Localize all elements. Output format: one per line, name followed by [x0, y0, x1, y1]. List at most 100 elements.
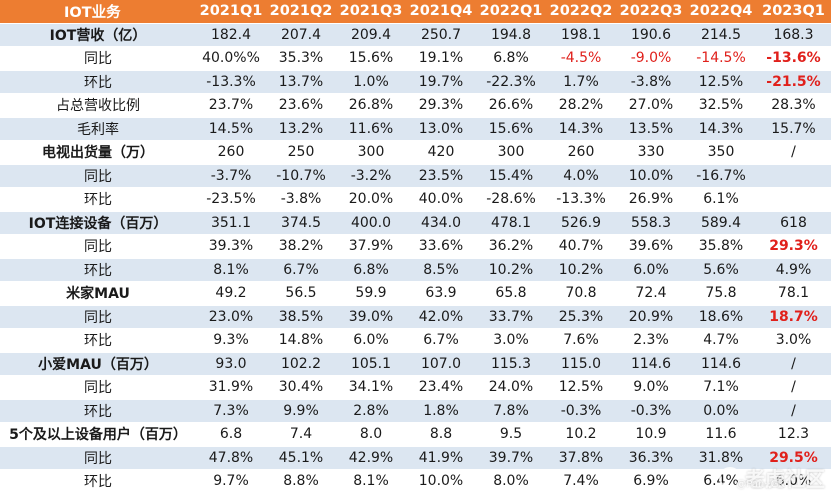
value-cell: 105.1 — [336, 352, 406, 376]
value-cell: 6.8% — [336, 258, 406, 282]
row-label: 毛利率 — [0, 117, 196, 141]
row-label: 同比 — [0, 375, 196, 400]
value-cell: 40.7% — [546, 234, 616, 259]
value-cell: 1.7% — [546, 70, 616, 94]
value-cell: 0.0% — [686, 399, 756, 423]
value-cell: 115.3 — [476, 352, 546, 376]
value-cell: 190.6 — [616, 23, 686, 47]
value-cell: 13.0% — [406, 117, 476, 141]
value-cell: 59.9 — [336, 281, 406, 306]
value-cell: 6.0% — [756, 469, 831, 494]
value-cell: 6.8% — [476, 46, 546, 71]
value-cell: 7.4% — [546, 469, 616, 494]
value-cell: 115.0 — [546, 352, 616, 376]
value-cell — [756, 164, 831, 188]
value-cell: 33.6% — [406, 234, 476, 259]
value-cell: 56.5 — [266, 281, 336, 306]
value-cell: 618 — [756, 211, 831, 235]
value-cell: 6.1% — [686, 187, 756, 212]
value-cell: 27.0% — [616, 93, 686, 118]
value-cell: 39.6% — [616, 234, 686, 259]
value-cell: 47.8% — [196, 446, 266, 470]
row-label: 小爱MAU（百万） — [0, 352, 196, 376]
value-cell: 14.3% — [546, 117, 616, 141]
value-cell: 36.3% — [616, 446, 686, 470]
value-cell: 23.4% — [406, 375, 476, 400]
value-cell: -22.3% — [476, 70, 546, 94]
value-cell: 32.5% — [686, 93, 756, 118]
value-cell: 351.1 — [196, 211, 266, 235]
value-cell: 2.8% — [336, 399, 406, 423]
header-cell-quarter: 2021Q4 — [406, 0, 476, 24]
value-cell: 8.8 — [406, 422, 476, 447]
value-cell: 38.2% — [266, 234, 336, 259]
header-cell-quarter: 2021Q2 — [266, 0, 336, 24]
value-cell: -13.3% — [546, 187, 616, 212]
value-cell: 10.9 — [616, 422, 686, 447]
value-cell: 4.0% — [546, 164, 616, 188]
metric-row: 米家MAU 49.2 56.5 59.9 63.9 65.8 70.8 72.4 75.8 78.… — [0, 281, 831, 306]
value-cell: 8.8% — [266, 469, 336, 494]
sub-metric-row: 毛利率 14.5% 13.2% 11.6% 13.0% 15.6% 14.3% 13.5% 14… — [0, 117, 831, 141]
sub-metric-row: 同比 23.0% 38.5% 39.0% 42.0% 33.7% 25.3% 20.9% 18.… — [0, 305, 831, 329]
value-cell: 29.5% — [756, 446, 831, 470]
value-cell: -13.6% — [756, 46, 831, 71]
table-body: IOT营收（亿） 182.4 207.4 209.4 250.7 194.8 198.1 19… — [0, 23, 831, 494]
value-cell: 28.3% — [756, 93, 831, 118]
row-label: 电视出货量（万） — [0, 140, 196, 165]
value-cell: 526.9 — [546, 211, 616, 235]
value-cell: -13.3% — [196, 70, 266, 94]
value-cell: 8.0% — [476, 469, 546, 494]
value-cell: -9.0% — [616, 46, 686, 71]
value-cell: 194.8 — [476, 23, 546, 47]
value-cell: 18.7% — [756, 305, 831, 329]
value-cell: 23.7% — [196, 93, 266, 118]
value-cell: 6.8 — [196, 422, 266, 447]
value-cell: 13.7% — [266, 70, 336, 94]
row-label: 环比 — [0, 70, 196, 94]
value-cell: -14.5% — [686, 46, 756, 71]
value-cell: 11.6% — [336, 117, 406, 141]
row-label: 同比 — [0, 234, 196, 259]
row-label: 同比 — [0, 164, 196, 188]
sub-metric-row: 环比 9.7% 8.8% 8.1% 10.0% 8.0% 7.4% 6.9% 6.4% 6.0% — [0, 469, 831, 494]
value-cell: 20.9% — [616, 305, 686, 329]
sub-metric-row: 占总营收比例 23.7% 23.6% 26.8% 29.3% 26.6% 28.2% 27.0… — [0, 93, 831, 118]
value-cell: 6.7% — [266, 258, 336, 282]
row-label: 占总营收比例 — [0, 93, 196, 118]
value-cell: 40.0% — [406, 187, 476, 212]
value-cell: -23.5% — [196, 187, 266, 212]
value-cell: 35.3% — [266, 46, 336, 71]
value-cell: 39.3% — [196, 234, 266, 259]
value-cell: 39.7% — [476, 446, 546, 470]
metric-row: 小爱MAU（百万） 93.0 102.2 105.1 107.0 115.3 115.0 11… — [0, 352, 831, 376]
value-cell: -0.3% — [546, 399, 616, 423]
sub-metric-row: 环比 -23.5% -3.8% 20.0% 40.0% -28.6% -13.3% 26.9%… — [0, 187, 831, 212]
value-cell: 6.0% — [336, 328, 406, 353]
header-cell-quarter: 2022Q4 — [686, 0, 756, 24]
value-cell: 12.5% — [686, 70, 756, 94]
value-cell: 209.4 — [336, 23, 406, 47]
value-cell: -21.5% — [756, 70, 831, 94]
header-cell-quarter: 2023Q1 — [756, 0, 831, 24]
value-cell: 260 — [196, 140, 266, 165]
value-cell: 9.5 — [476, 422, 546, 447]
value-cell: -0.3% — [616, 399, 686, 423]
value-cell: -3.8% — [616, 70, 686, 94]
value-cell: 24.0% — [476, 375, 546, 400]
value-cell: 72.4 — [616, 281, 686, 306]
value-cell: 75.8 — [686, 281, 756, 306]
value-cell: 3.0% — [756, 328, 831, 353]
value-cell: 33.7% — [476, 305, 546, 329]
value-cell: 168.3 — [756, 23, 831, 47]
value-cell: 7.1% — [686, 375, 756, 400]
value-cell: -16.7% — [686, 164, 756, 188]
row-label: 环比 — [0, 258, 196, 282]
value-cell: 4.7% — [686, 328, 756, 353]
value-cell: 31.9% — [196, 375, 266, 400]
row-label: 同比 — [0, 446, 196, 470]
table-header-row: IOT业务 2021Q1 2021Q2 2021Q3 2021Q4 2022Q1… — [0, 0, 831, 24]
value-cell: 14.8% — [266, 328, 336, 353]
value-cell: 10.2 — [546, 422, 616, 447]
